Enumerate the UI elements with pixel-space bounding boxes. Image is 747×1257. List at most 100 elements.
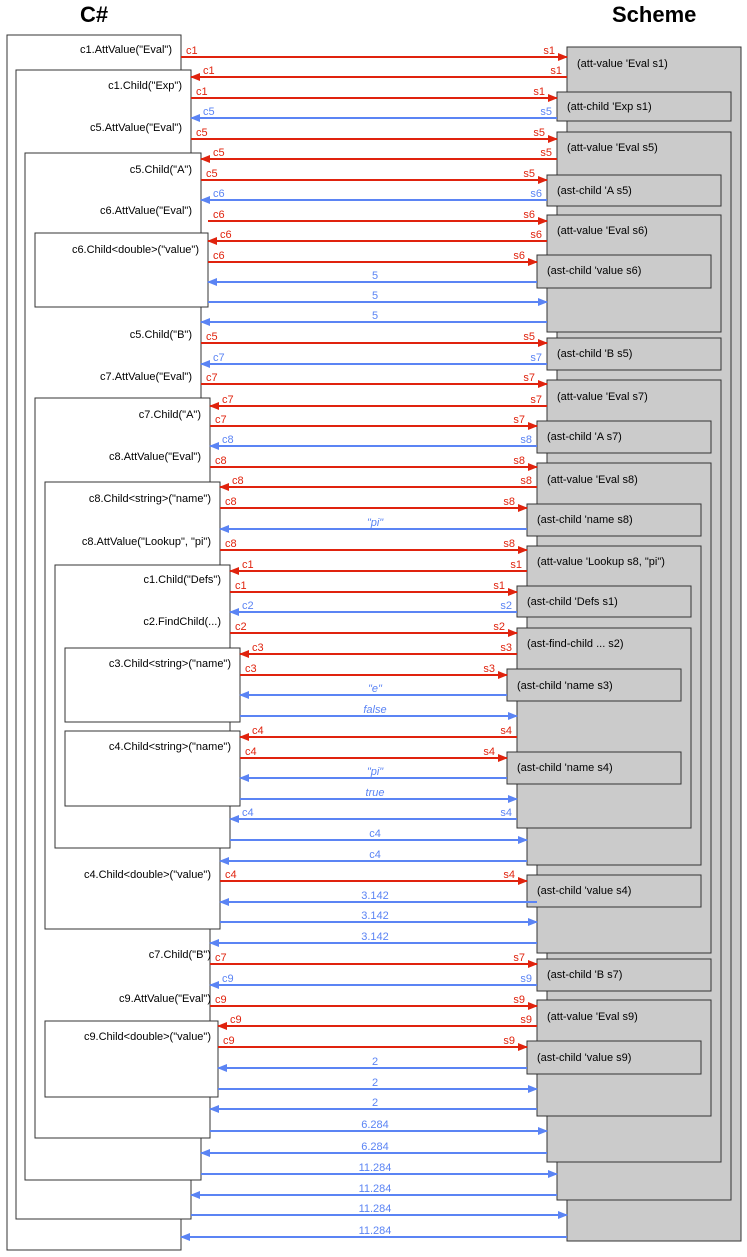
- message-left-label: c5: [203, 106, 215, 118]
- scheme-call-label: (att-value 'Eval s9): [547, 1011, 638, 1023]
- message-right-label: s7: [530, 352, 542, 364]
- csharp-call-label: c1.Child("Defs"): [144, 574, 222, 586]
- message-left-label: c9: [230, 1014, 242, 1026]
- message-left-label: c1: [196, 86, 208, 98]
- scheme-header: Scheme: [612, 2, 697, 27]
- message-value-label: 3.142: [361, 931, 389, 943]
- message-value-label: 11.284: [359, 1225, 392, 1237]
- message-left-label: c5: [213, 147, 225, 159]
- message-left-label: c6: [213, 250, 225, 262]
- message-right-label: s3: [500, 642, 512, 654]
- scheme-call-label: (ast-find-child ... s2): [527, 638, 624, 650]
- message-left-label: c4: [252, 725, 264, 737]
- message-left-label: c7: [213, 352, 225, 364]
- csharp-header: C#: [80, 2, 109, 27]
- csharp-call-box: [64, 647, 241, 723]
- message-left-label: c1: [186, 45, 198, 57]
- message-right-label: s4: [483, 746, 495, 758]
- message-value-label: c4: [369, 828, 381, 840]
- message-value-label: 3.142: [361, 910, 389, 922]
- message-right-label: s8: [503, 538, 515, 550]
- csharp-call-label: c8.AttValue("Lookup", "pi"): [82, 536, 211, 548]
- scheme-call-label: (ast-child 'name s4): [517, 762, 613, 774]
- csharp-call-label: c6.Child<double>("value"): [72, 244, 199, 256]
- message-left-label: c7: [222, 394, 234, 406]
- message-left-label: c1: [235, 580, 247, 592]
- scheme-call-box: [516, 627, 692, 829]
- message-left-label: c8: [215, 455, 227, 467]
- message-left-label: c6: [213, 209, 225, 221]
- scheme-call-box: [506, 751, 682, 785]
- message-right-label: s2: [493, 621, 505, 633]
- scheme-call-box: [526, 503, 702, 537]
- message-right-label: s7: [523, 372, 535, 384]
- message-left-label: c3: [245, 663, 257, 675]
- message-left-label: c7: [215, 952, 227, 964]
- scheme-call-box: [526, 1040, 702, 1075]
- csharp-call-label: c7.Child("A"): [139, 409, 201, 421]
- csharp-call-label: c7.AttValue("Eval"): [100, 371, 192, 383]
- csharp-call-label: c1.AttValue("Eval"): [80, 44, 172, 56]
- scheme-call-box: [536, 958, 712, 992]
- message-value-label: true: [366, 787, 385, 799]
- message-value-label: 11.284: [359, 1183, 392, 1195]
- message-value-label: 11.284: [359, 1162, 392, 1174]
- message-value-label: 5: [372, 270, 378, 282]
- scheme-call-label: (ast-child 'Defs s1): [527, 596, 618, 608]
- message-left-label: c4: [225, 869, 237, 881]
- message-left-label: c2: [235, 621, 247, 633]
- message-right-label: s9: [503, 1035, 515, 1047]
- message-value-label: 5: [372, 290, 378, 302]
- scheme-call-box: [536, 254, 712, 289]
- csharp-call-label: c8.Child<string>("name"): [89, 493, 211, 505]
- message-right-label: s9: [520, 1014, 532, 1026]
- message-right-label: s7: [513, 414, 525, 426]
- message-right-label: s6: [530, 229, 542, 241]
- message-right-label: s1: [550, 65, 562, 77]
- csharp-call-label: c2.FindChild(...): [143, 616, 221, 628]
- message-left-label: c9: [222, 973, 234, 985]
- scheme-call-box: [546, 337, 722, 371]
- message-left-label: c2: [242, 600, 254, 612]
- scheme-call-box: [556, 91, 732, 122]
- message-value-label: 6.284: [361, 1141, 389, 1153]
- scheme-call-label: (att-value 'Eval s1): [577, 58, 668, 70]
- csharp-call-label: c9.AttValue("Eval"): [119, 993, 211, 1005]
- message-right-label: s8: [520, 475, 532, 487]
- message-right-label: s6: [523, 209, 535, 221]
- scheme-call-label: (att-value 'Eval s8): [547, 474, 638, 486]
- message-right-label: s2: [500, 600, 512, 612]
- csharp-call-label: c8.AttValue("Eval"): [109, 451, 201, 463]
- csharp-call-label: c3.Child<string>("name"): [109, 658, 231, 670]
- message-value-label: 3.142: [361, 890, 389, 902]
- message-value-label: 2: [372, 1077, 378, 1089]
- message-right-label: s1: [493, 580, 505, 592]
- message-left-label: c8: [225, 538, 237, 550]
- scheme-call-label: (ast-child 'A s7): [547, 431, 622, 443]
- message-left-label: c6: [213, 188, 225, 200]
- message-left-label: c8: [222, 434, 234, 446]
- message-left-label: c4: [242, 807, 254, 819]
- message-right-label: s5: [540, 147, 552, 159]
- scheme-call-label: (att-value 'Eval s5): [567, 142, 658, 154]
- message-right-label: s1: [533, 86, 545, 98]
- scheme-call-label: (ast-child 'B s5): [557, 348, 632, 360]
- scheme-call-box: [526, 874, 702, 908]
- scheme-call-box: [506, 668, 682, 702]
- message-right-label: s8: [503, 496, 515, 508]
- message-right-label: s7: [513, 952, 525, 964]
- message-left-label: c8: [232, 475, 244, 487]
- csharp-call-label: c1.Child("Exp"): [108, 80, 182, 92]
- message-right-label: s5: [540, 106, 552, 118]
- scheme-call-label: (ast-child 'value s4): [537, 885, 631, 897]
- message-left-label: c9: [215, 994, 227, 1006]
- message-right-label: s7: [530, 394, 542, 406]
- csharp-call-label: c5.Child("A"): [130, 164, 192, 176]
- scheme-call-label: (ast-child 'name s8): [537, 514, 633, 526]
- message-right-label: s9: [513, 994, 525, 1006]
- message-value-label: 2: [372, 1097, 378, 1109]
- csharp-call-label: c7.Child("B"): [149, 949, 211, 961]
- message-value-label: 5: [372, 310, 378, 322]
- message-value-label: false: [363, 704, 386, 716]
